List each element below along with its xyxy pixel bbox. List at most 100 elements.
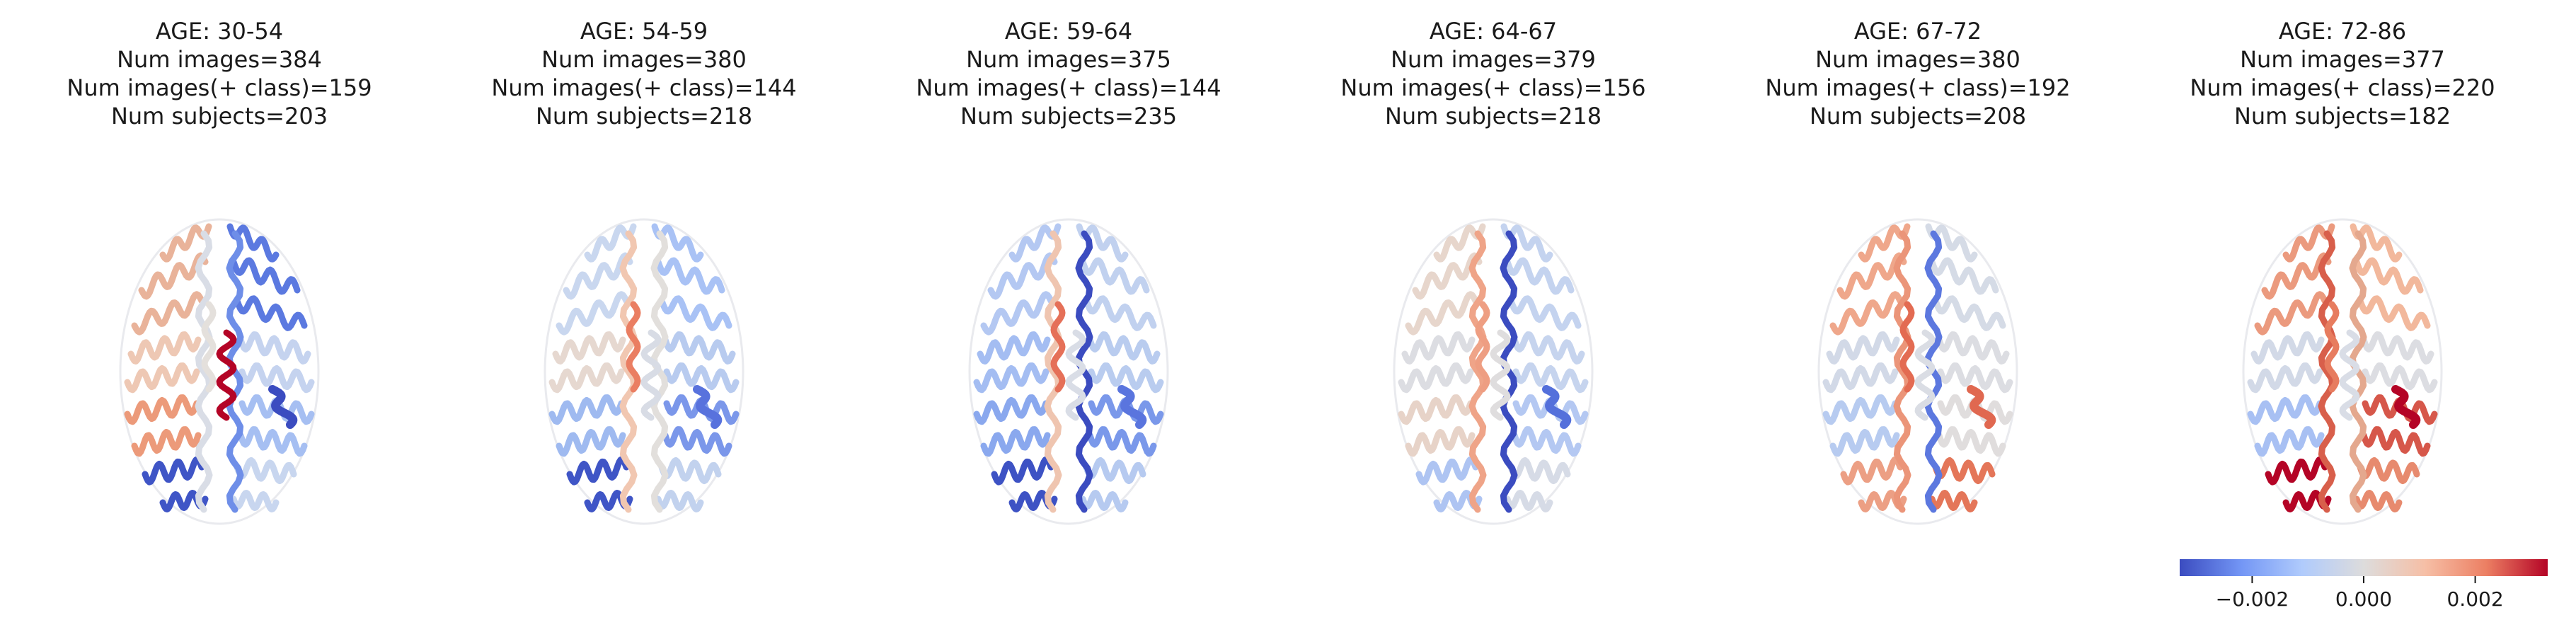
num-images-positive-label: Num images(+ class)=156 — [1340, 74, 1646, 101]
brain-region-ro — [230, 490, 280, 512]
brain-outline — [119, 218, 320, 525]
brain-region-lf — [2261, 252, 2332, 300]
num-images-positive-label: Num images(+ class)=144 — [491, 74, 797, 101]
brain-region-rf — [1932, 295, 2006, 331]
brain-region-rc — [2360, 331, 2434, 365]
colorbar: −0.002 0.000 0.002 — [2180, 559, 2548, 611]
brain-outline — [1393, 218, 1594, 525]
brain-region-lf — [987, 252, 1058, 300]
brain-region-lp — [2254, 426, 2325, 457]
brain-outline — [1817, 218, 2018, 525]
brain-region-rc — [1937, 362, 2013, 394]
panel-title: AGE: 72-86 Num images=377 Num images(+ c… — [2158, 17, 2526, 130]
age-label: AGE: 54-59 — [580, 18, 708, 45]
brain-region-hot-r — [216, 329, 237, 421]
num-images-label: Num images=377 — [2240, 46, 2445, 73]
brain-region-lf — [1836, 252, 1907, 300]
brain-axial-slice — [1393, 218, 1594, 525]
brain-region-lf — [980, 291, 1054, 335]
num-subjects-label: Num subjects=208 — [1809, 103, 2027, 130]
brain-region-rp — [662, 426, 732, 457]
brain-region-hot-r — [1065, 329, 1086, 421]
brain-region-lf — [556, 291, 630, 335]
brain-region-med-l — [1468, 230, 1487, 513]
brain-region-lp — [548, 394, 625, 425]
brain-region-ro — [1928, 490, 1978, 512]
panel-title: AGE: 59-64 Num images=375 Num images(+ c… — [885, 17, 1253, 130]
brain-region-med-l — [619, 230, 638, 513]
age-label: AGE: 64-67 — [1429, 18, 1558, 45]
brain-region-lc — [1401, 331, 1476, 365]
brain-region-lc — [1822, 362, 1899, 394]
brain-region-rf — [1928, 257, 1999, 295]
brain-axial-slice — [1817, 218, 2018, 525]
panel-title: AGE: 64-67 Num images=379 Num images(+ c… — [1309, 17, 1677, 130]
num-images-positive-label: Num images(+ class)=144 — [916, 74, 1221, 101]
brain-region-ro — [658, 457, 722, 484]
panel-age-72-86: AGE: 72-86 Num images=377 Num images(+ c… — [2158, 0, 2526, 637]
num-subjects-label: Num subjects=235 — [960, 103, 1178, 130]
brain-region-lp — [980, 426, 1051, 457]
brain-region-lf — [2254, 291, 2328, 335]
brain-region-med-l — [1044, 230, 1062, 513]
panel-title: AGE: 67-72 Num images=380 Num images(+ c… — [1734, 17, 2102, 130]
brain-region-lc — [127, 331, 202, 365]
brain-region-lo — [1840, 456, 1904, 486]
panel-age-67-72: AGE: 67-72 Num images=380 Num images(+ c… — [1734, 0, 2102, 637]
brain-region-rc — [1086, 331, 1161, 365]
brain-region-lo — [2265, 456, 2328, 486]
brain-region-lc — [1398, 362, 1474, 394]
panel-age-30-54: AGE: 30-54 Num images=384 Num images(+ c… — [35, 0, 403, 637]
brain-region-hot-r — [1914, 329, 1936, 421]
brain-region-hot-r — [2339, 329, 2360, 421]
brain-region-spot — [1117, 385, 1147, 429]
panel-age-59-64: AGE: 59-64 Num images=375 Num images(+ c… — [885, 0, 1253, 637]
brain-region-lc — [124, 362, 200, 394]
brain-region-lc — [552, 331, 626, 365]
brain-outline — [968, 218, 1169, 525]
brain-region-lo — [991, 456, 1054, 486]
num-images-label: Num images=375 — [966, 46, 1171, 73]
brain-region-ro — [1932, 457, 1996, 484]
brain-region-rc — [1088, 362, 1164, 394]
brain-region-lp — [1405, 426, 1476, 457]
brain-region-med-l — [195, 230, 213, 513]
brain-region-lo — [142, 456, 205, 486]
brain-region-rc — [1512, 362, 1589, 394]
brain-region-lo — [566, 456, 630, 486]
num-subjects-label: Num subjects=182 — [2233, 103, 2451, 130]
brain-axial-slice — [544, 218, 744, 525]
brain-region-rf — [1083, 295, 1157, 331]
brain-region-rf — [1507, 295, 1582, 331]
brain-region-lf — [131, 291, 205, 335]
brain-region-rf — [2353, 257, 2424, 295]
colorbar-tick-label: 0.000 — [2335, 587, 2392, 611]
brain-region-med-l — [1893, 230, 1911, 513]
brain-region-rp — [1936, 426, 2006, 457]
panel-age-64-67: AGE: 64-67 Num images=379 Num images(+ c… — [1309, 0, 1677, 637]
age-label: AGE: 67-72 — [1853, 18, 1982, 45]
brain-region-rc — [2362, 362, 2438, 394]
brain-region-rp — [1086, 426, 1157, 457]
brain-outline — [544, 218, 744, 525]
brain-region-rc — [237, 331, 311, 365]
brain-region-rc — [1936, 331, 2010, 365]
colorbar-gradient — [2180, 559, 2548, 576]
brain-outline — [2242, 218, 2443, 525]
brain-region-ro — [1507, 457, 1571, 484]
colorbar-tick-label: −0.002 — [2216, 587, 2289, 611]
brain-region-lc — [2250, 331, 2325, 365]
num-subjects-label: Num subjects=218 — [1384, 103, 1602, 130]
num-subjects-label: Num subjects=218 — [535, 103, 753, 130]
num-images-label: Num images=380 — [541, 46, 747, 73]
brain-region-hot-l — [626, 301, 641, 393]
brain-region-rf — [1079, 257, 1150, 295]
brain-region-hot-r — [640, 329, 662, 421]
brain-region-lo — [1415, 456, 1479, 486]
brain-region-lp — [1398, 394, 1474, 425]
brain-region-lc — [973, 362, 1050, 394]
age-label: AGE: 59-64 — [1004, 18, 1133, 45]
num-images-positive-label: Num images(+ class)=159 — [67, 74, 372, 101]
brain-region-spot — [693, 385, 723, 429]
brain-region-ro — [1083, 457, 1146, 484]
